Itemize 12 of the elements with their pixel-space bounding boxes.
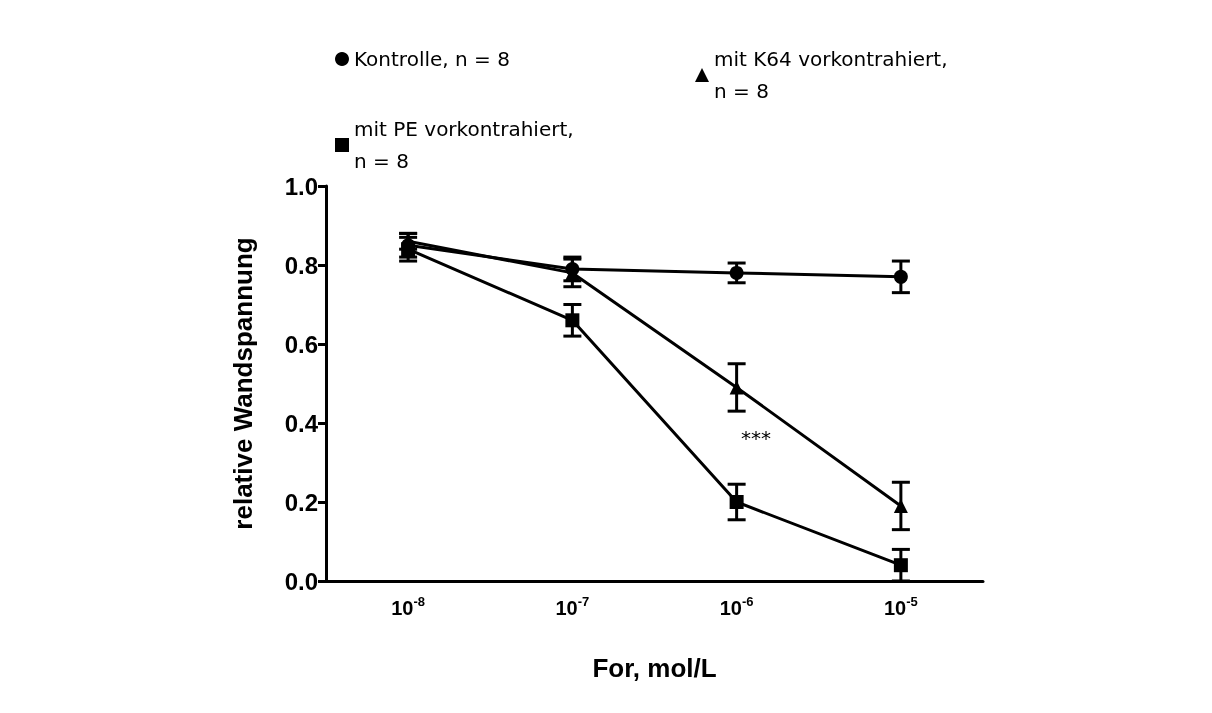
y-tick-label: 0.4 <box>284 409 319 437</box>
legend-label: Kontrolle, n = 8 <box>354 47 510 71</box>
y-tick-label: 0.6 <box>284 330 318 358</box>
y-tick-label: 0.0 <box>284 567 318 595</box>
legend-label: mit PE vorkontrahiert, n = 8 <box>354 117 574 173</box>
x-axis-title: For, mol/L <box>592 653 717 683</box>
y-tick-label: 0.2 <box>284 488 318 516</box>
legend-label: mit K64 vorkontrahiert, n = 8 <box>714 47 948 103</box>
y-tick-label: 1.0 <box>284 172 318 200</box>
y-tick-label: 0.8 <box>284 251 318 279</box>
y-axis-title: relative Wandspannung <box>228 237 258 530</box>
annotation: *** <box>741 426 771 450</box>
